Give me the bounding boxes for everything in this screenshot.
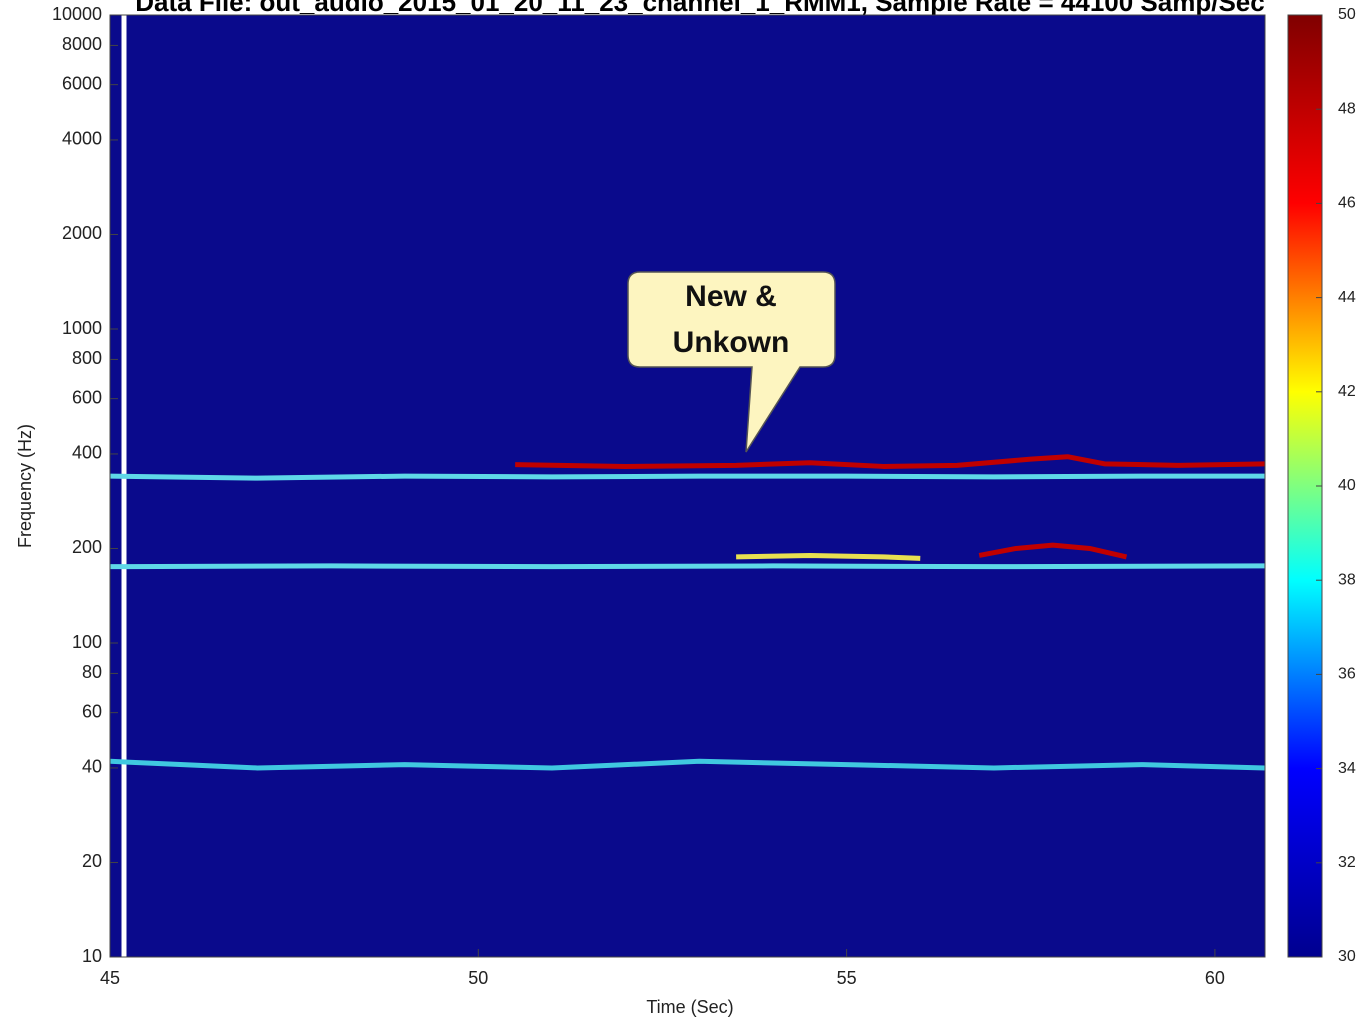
trace — [110, 476, 1265, 478]
y-tick-label: 80 — [82, 662, 102, 682]
y-tick-label: 400 — [72, 443, 102, 463]
y-axis-label: Frequency (Hz) — [15, 424, 35, 548]
y-tick-label: 100 — [72, 632, 102, 652]
y-tick-label: 20 — [82, 851, 102, 871]
y-tick-label: 600 — [72, 387, 102, 407]
y-tick-label: 800 — [72, 348, 102, 368]
y-tick-label: 4000 — [62, 129, 102, 149]
trace — [736, 555, 920, 558]
colorbar-tick-label: 36 — [1338, 666, 1356, 683]
y-tick-label: 10000 — [52, 4, 102, 24]
colorbar-tick-label: 32 — [1338, 854, 1356, 871]
page: {"chart_data": { "type": "spectrogram", … — [0, 0, 1365, 1024]
colorbar-tick-label: 40 — [1338, 477, 1356, 494]
y-tick-label: 200 — [72, 537, 102, 557]
chart: Data File: out_audio_2015_01_20_11_23_ch… — [0, 0, 1365, 1024]
colorbar-tick-label: 46 — [1338, 195, 1356, 212]
annotation-text: New & — [685, 280, 777, 313]
y-tick-label: 10 — [82, 946, 102, 966]
y-tick-label: 6000 — [62, 73, 102, 93]
y-tick-label: 40 — [82, 757, 102, 777]
y-tick-label: 8000 — [62, 34, 102, 54]
x-tick-label: 50 — [468, 968, 488, 988]
y-tick-label: 60 — [82, 701, 102, 721]
y-tick-label: 1000 — [62, 318, 102, 338]
annotation-text: Unkown — [673, 326, 790, 359]
colorbar-tick-label: 50 — [1338, 6, 1356, 23]
x-axis-label: Time (Sec) — [646, 997, 733, 1017]
y-tick-label: 2000 — [62, 223, 102, 243]
plot-area — [110, 15, 1265, 957]
colorbar-tick-label: 30 — [1338, 948, 1356, 965]
colorbar-tick-label: 44 — [1338, 289, 1356, 306]
trace — [110, 566, 1265, 567]
x-tick-label: 45 — [100, 968, 120, 988]
chart-title: Data File: out_audio_2015_01_20_11_23_ch… — [135, 0, 1264, 17]
colorbar-tick-label: 42 — [1338, 383, 1356, 400]
x-tick-label: 60 — [1205, 968, 1225, 988]
colorbar-tick-label: 38 — [1338, 571, 1356, 588]
x-tick-label: 55 — [837, 968, 857, 988]
colorbar-tick-label: 34 — [1338, 760, 1356, 777]
colorbar-tick-label: 48 — [1338, 100, 1356, 117]
